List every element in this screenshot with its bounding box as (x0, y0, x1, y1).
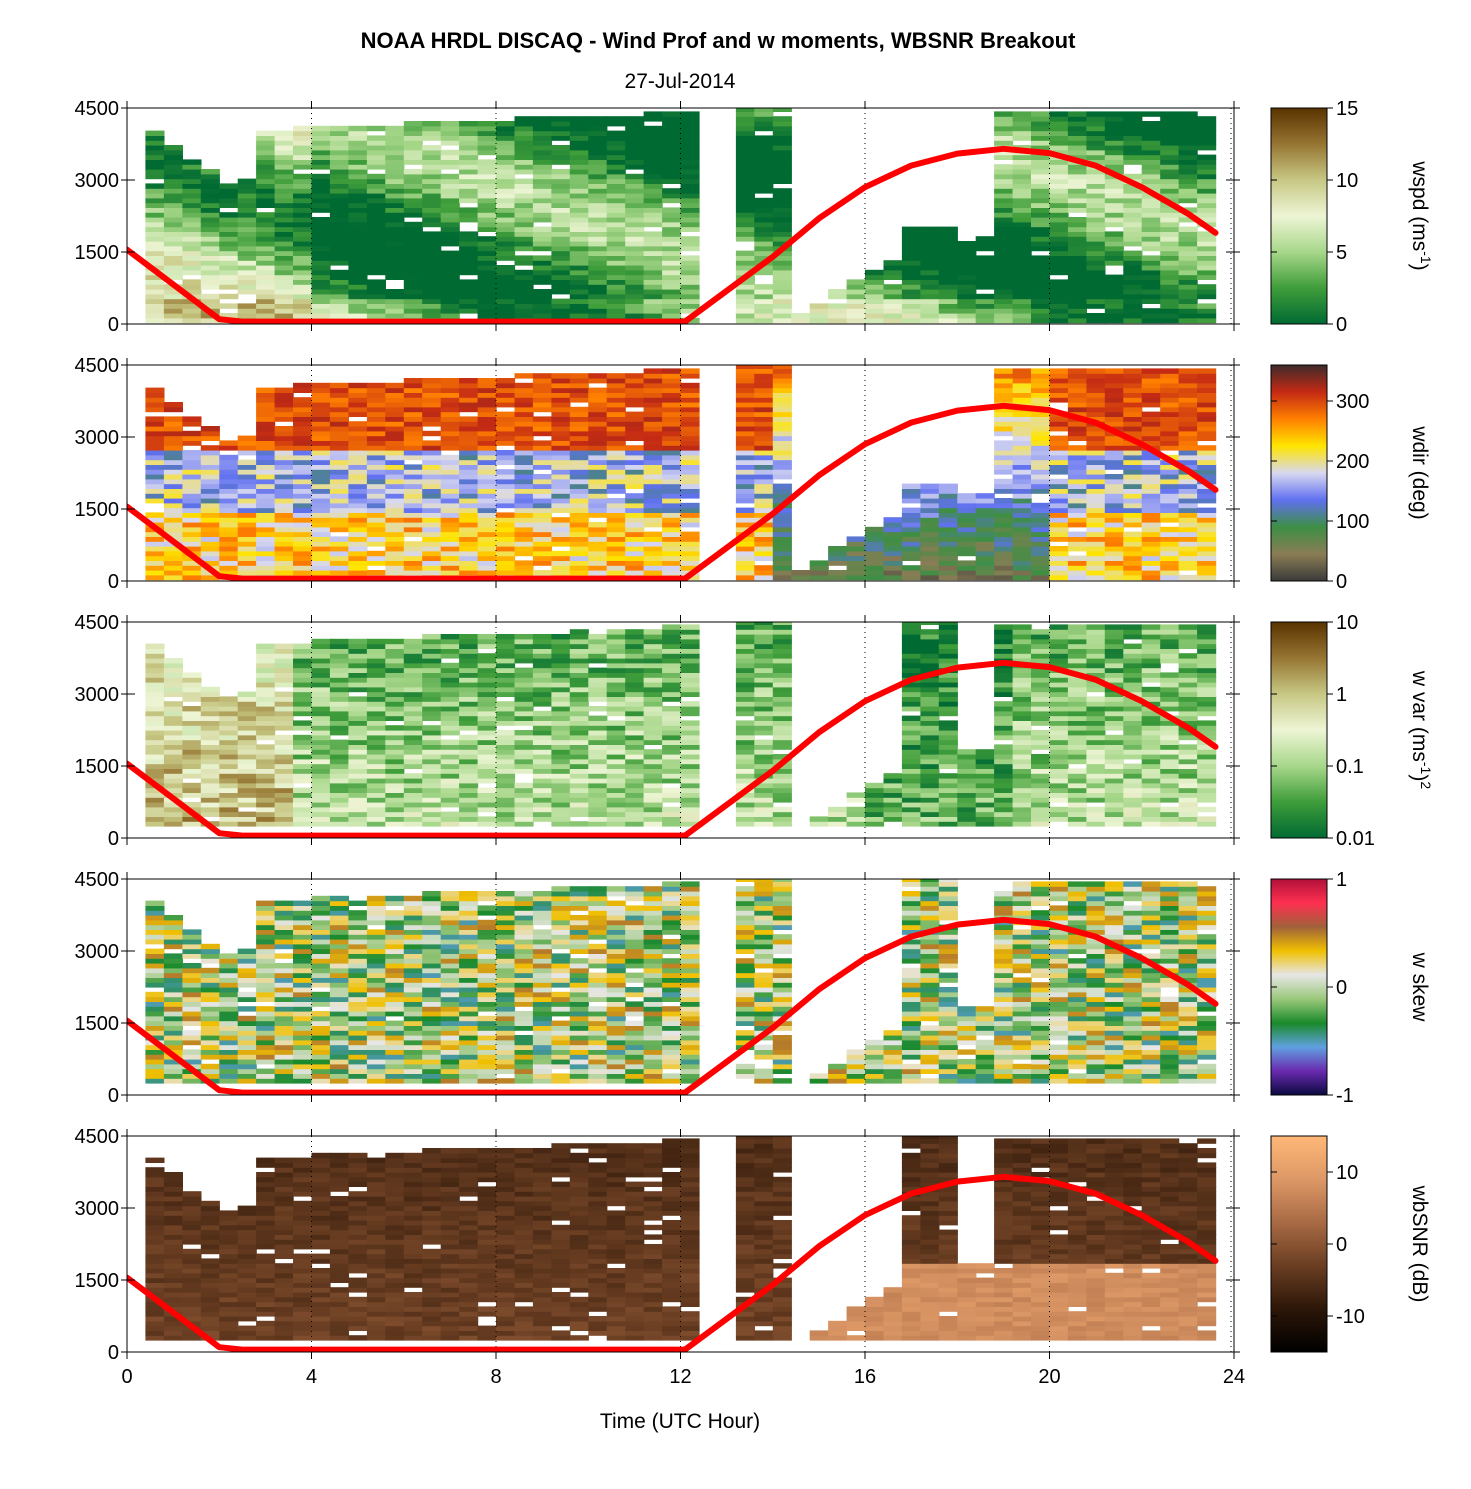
x-tick-label: 4 (306, 1366, 317, 1388)
colorbar-tick-label: 0.1 (1336, 756, 1364, 778)
x-tick-label: 8 (490, 1366, 501, 1388)
colorbar-tick-label: 0 (1336, 571, 1347, 593)
colorbar-tick-label: 1 (1336, 869, 1347, 891)
colorbar-wspd: 0 5 10 15 (1270, 98, 1358, 336)
panel-wvar: 0 1500 3000 4500 0.01 0.1 1 10 w var (ms-1)2 (75, 612, 1435, 850)
grid-wspd (311, 108, 1232, 324)
overlay-line-wskew (127, 916, 1219, 1095)
y-tick-label: 0 (108, 828, 119, 850)
y-tick-label: 4500 (75, 612, 120, 634)
grid-wbsnr (311, 1136, 1232, 1352)
colorbar-label-wdir: wdir (deg) (1408, 425, 1431, 519)
x-tick-label: 20 (1038, 1366, 1060, 1388)
y-tick-label: 4500 (75, 869, 120, 891)
heatmap-wskew (145, 879, 1217, 1084)
colorbar-tick-label: -1 (1336, 1085, 1354, 1107)
y-tick-label: 4500 (75, 98, 120, 120)
y-tick-label: 1500 (75, 1013, 120, 1035)
colorbar-label-wvar: w var (ms-1)2 (1408, 670, 1434, 789)
colorbar-tick-label: 10 (1336, 612, 1358, 634)
x-tick-label: 0 (121, 1366, 132, 1388)
y-tick-label: 0 (108, 1085, 119, 1107)
grid-wdir (311, 365, 1232, 581)
y-tick-label: 3000 (75, 1198, 120, 1220)
y-tick-label: 3000 (75, 941, 120, 963)
panel-wbsnr: 0 1500 3000 4500 -10 0 10 wbSNR (dB) (75, 1126, 1432, 1364)
x-axis-label: Time (UTC Hour) (600, 1410, 760, 1433)
heatmap-wbsnr (145, 1136, 1217, 1341)
grid-wvar (311, 622, 1232, 838)
panel-wskew: 0 1500 3000 4500 -1 0 1 w skew (75, 869, 1432, 1107)
y-tick-label: 1500 (75, 499, 120, 521)
heatmap-wvar (145, 622, 1217, 827)
y-tick-label: 0 (108, 314, 119, 336)
colorbar-tick-label: 100 (1336, 511, 1369, 533)
colorbar-tick-label: 10 (1336, 1162, 1358, 1184)
colorbar-wdir: 0 100 200 300 (1270, 364, 1369, 593)
y-tick-label: 1500 (75, 242, 120, 264)
y-tick-label: 0 (108, 1342, 119, 1364)
colorbar-tick-label: 200 (1336, 451, 1369, 473)
colorbar-label-wspd: wspd (ms-1) (1408, 160, 1434, 270)
overlay-line-wbsnr (127, 1173, 1219, 1352)
x-tick-label: 16 (854, 1366, 876, 1388)
colorbar-tick-label: -10 (1336, 1306, 1365, 1328)
y-tick-label: 3000 (75, 427, 120, 449)
y-tick-label: 1500 (75, 1270, 120, 1292)
panel-wspd: 0 1500 3000 4500 0 5 10 15 wspd (ms-1) (75, 98, 1435, 336)
heatmap-wdir (145, 365, 1217, 581)
overlay-line-wdir (127, 402, 1219, 581)
chart-title: NOAA HRDL DISCAQ - Wind Prof and w momen… (361, 28, 1077, 53)
colorbar-label-wskew: w skew (1408, 952, 1431, 1023)
colorbar-wvar: 0.01 0.1 1 10 (1270, 612, 1375, 850)
colorbar-wbsnr: -10 0 10 (1270, 1135, 1365, 1353)
colorbar-tick-label: 300 (1336, 391, 1369, 413)
colorbar-tick-label: 0 (1336, 314, 1347, 336)
grid-wskew (311, 879, 1232, 1095)
y-tick-label: 3000 (75, 170, 120, 192)
y-tick-label: 4500 (75, 1126, 120, 1148)
colorbar-wskew: -1 0 1 (1270, 869, 1354, 1107)
colorbar-tick-label: 0 (1336, 1234, 1347, 1256)
colorbar-tick-label: 5 (1336, 242, 1347, 264)
y-tick-label: 1500 (75, 756, 120, 778)
colorbar-tick-label: 1 (1336, 684, 1347, 706)
colorbar-tick-label: 0.01 (1336, 828, 1375, 850)
x-tick-label: 12 (669, 1366, 691, 1388)
panel-wdir: 0 1500 3000 4500 0 100 200 300 wdir (deg) (75, 355, 1432, 593)
x-axis-tick-labels: 0 4 8 12 16 20 24 (121, 1366, 1245, 1388)
colorbar-tick-label: 10 (1336, 170, 1358, 192)
y-tick-label: 4500 (75, 355, 120, 377)
chart-subtitle: 27-Jul-2014 (625, 70, 736, 93)
y-tick-label: 3000 (75, 684, 120, 706)
colorbar-label-wbsnr: wbSNR (dB) (1408, 1185, 1431, 1303)
y-tick-label: 0 (108, 571, 119, 593)
overlay-line-wspd (127, 145, 1219, 324)
overlay-line-wvar (127, 659, 1219, 838)
colorbar-tick-label: 0 (1336, 977, 1347, 999)
colorbar-tick-label: 15 (1336, 98, 1358, 120)
x-tick-label: 24 (1223, 1366, 1245, 1388)
heatmap-wspd (145, 108, 1217, 324)
